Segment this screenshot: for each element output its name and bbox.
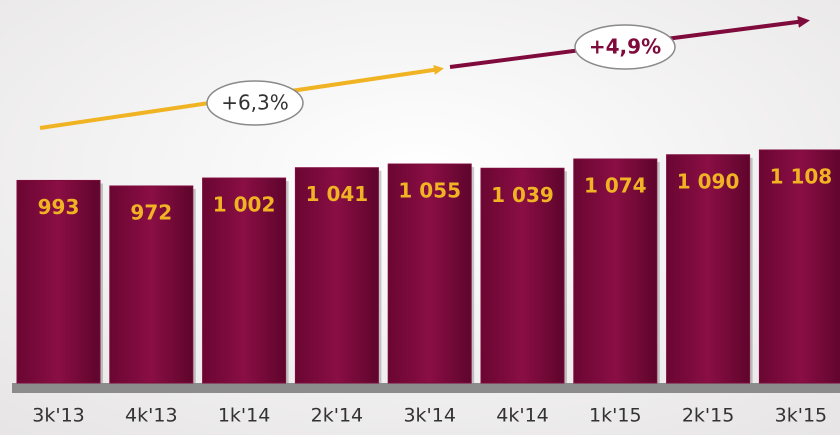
x-tick-label: 1k'15 — [589, 405, 642, 427]
bar — [109, 185, 194, 384]
baseline — [12, 383, 840, 393]
bar — [666, 154, 751, 384]
annotation-bubble — [574, 24, 676, 70]
x-tick-label: 3k'15 — [775, 405, 828, 427]
x-tick-label: 2k'15 — [682, 405, 735, 427]
x-tick-label: 4k'13 — [125, 405, 178, 427]
value-label: 993 — [38, 195, 80, 219]
value-label: 1 002 — [213, 193, 276, 217]
bar — [294, 167, 379, 384]
bar — [16, 179, 101, 384]
bar — [387, 163, 472, 384]
bar — [758, 149, 840, 384]
x-tick-label: 3k'13 — [32, 405, 85, 427]
value-label: 1 055 — [398, 179, 461, 203]
value-label: 1 041 — [306, 182, 369, 206]
x-tick-label: 2k'14 — [311, 405, 364, 427]
bar — [573, 158, 658, 384]
x-tick-label: 1k'14 — [218, 405, 271, 427]
bar — [480, 167, 565, 384]
value-label: 1 108 — [770, 165, 833, 189]
bar — [202, 177, 287, 384]
annotation: +4,9% — [589, 35, 661, 59]
x-tick-label: 3k'14 — [403, 405, 456, 427]
annotation-bubble — [206, 80, 304, 126]
value-label: 1 090 — [677, 169, 740, 193]
value-label: 972 — [130, 201, 172, 225]
value-label: 1 074 — [584, 174, 647, 198]
annotation: +6,3% — [221, 91, 289, 115]
x-tick-label: 4k'14 — [496, 405, 549, 427]
value-label: 1 039 — [491, 183, 554, 207]
